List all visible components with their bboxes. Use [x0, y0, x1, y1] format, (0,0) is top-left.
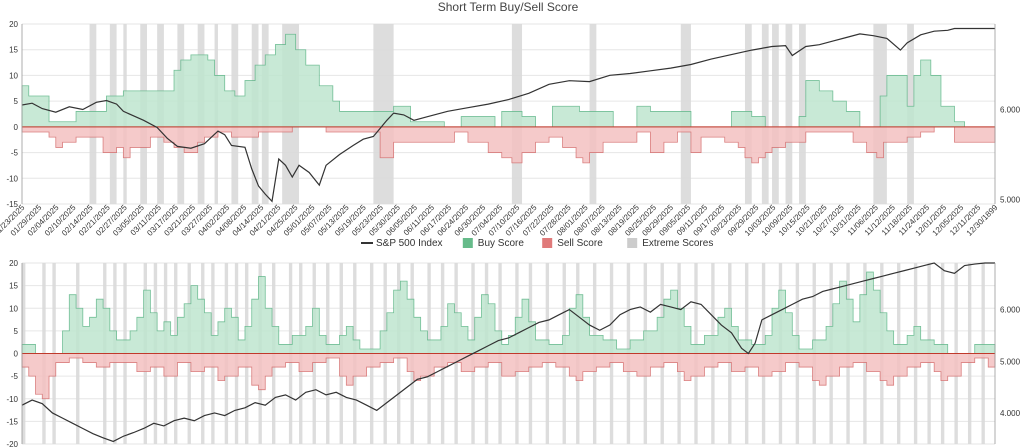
sp500-line — [21, 262, 995, 443]
y-right-tick-label: 5.000 — [1000, 357, 1021, 366]
y-left-tick-label: 15 — [9, 282, 18, 291]
y-left-tick-label: -5 — [11, 149, 19, 158]
bottom-panel: 20 15 10 5 0 -5 -10 -15 -20 6.000 5.000 4.000 — [6, 259, 1020, 448]
y-right-tick-label: 4.000 — [1000, 409, 1021, 418]
y-left-tick-label: -15 — [6, 200, 18, 209]
y-left-tick-label: -5 — [11, 372, 19, 381]
y-left-tick-label: 0 — [14, 123, 19, 132]
top-panel: 20151050-5-10-156.0005.00001/23/202501/2… — [0, 20, 1021, 238]
extreme-score-band — [772, 24, 779, 204]
y-right-tick-label: 5.000 — [1000, 196, 1021, 205]
y-right-tick-label: 6.000 — [1000, 306, 1021, 315]
sell-score-area — [21, 126, 996, 164]
extreme-score-band — [785, 24, 793, 204]
y-left-tick-label: -10 — [6, 174, 18, 183]
y-left-tick-label: 20 — [9, 20, 18, 29]
buy-score-area — [21, 271, 996, 354]
legend: S&P 500 Index Buy Score Sell Score Extreme … — [361, 238, 713, 249]
extreme-score-band — [761, 24, 769, 204]
y-left-tick-label: 15 — [9, 46, 18, 55]
y-left-tick-label: -10 — [6, 395, 18, 404]
y-left-tick-label: 5 — [14, 97, 19, 106]
legend-extreme-swatch — [627, 238, 638, 248]
legend-sell-swatch — [542, 238, 553, 248]
y-left-tick-label: 0 — [14, 350, 19, 359]
y-left-tick-label: 10 — [9, 304, 18, 313]
legend-item-label: Sell Score — [557, 238, 603, 249]
buy-score-area — [21, 33, 995, 128]
extreme-score-band — [799, 24, 806, 204]
y-left-tick-label: 10 — [9, 71, 18, 80]
y-right-tick-label: 6.000 — [1000, 106, 1021, 115]
sp500-line — [21, 27, 995, 203]
legend-item-label: Buy Score — [478, 238, 525, 249]
y-left-tick-label: 5 — [14, 327, 19, 336]
y-left-tick-label: -15 — [6, 417, 18, 426]
y-left-tick-label: -20 — [6, 440, 18, 448]
legend-item-label: S&P 500 Index — [376, 238, 443, 249]
chart-title: Short Term Buy/Sell Score — [438, 0, 579, 14]
legend-buy-swatch — [462, 238, 473, 248]
y-left-tick-label: 20 — [9, 259, 18, 268]
legend-item-label: Extreme Scores — [642, 238, 713, 249]
sell-score-area — [21, 353, 996, 400]
